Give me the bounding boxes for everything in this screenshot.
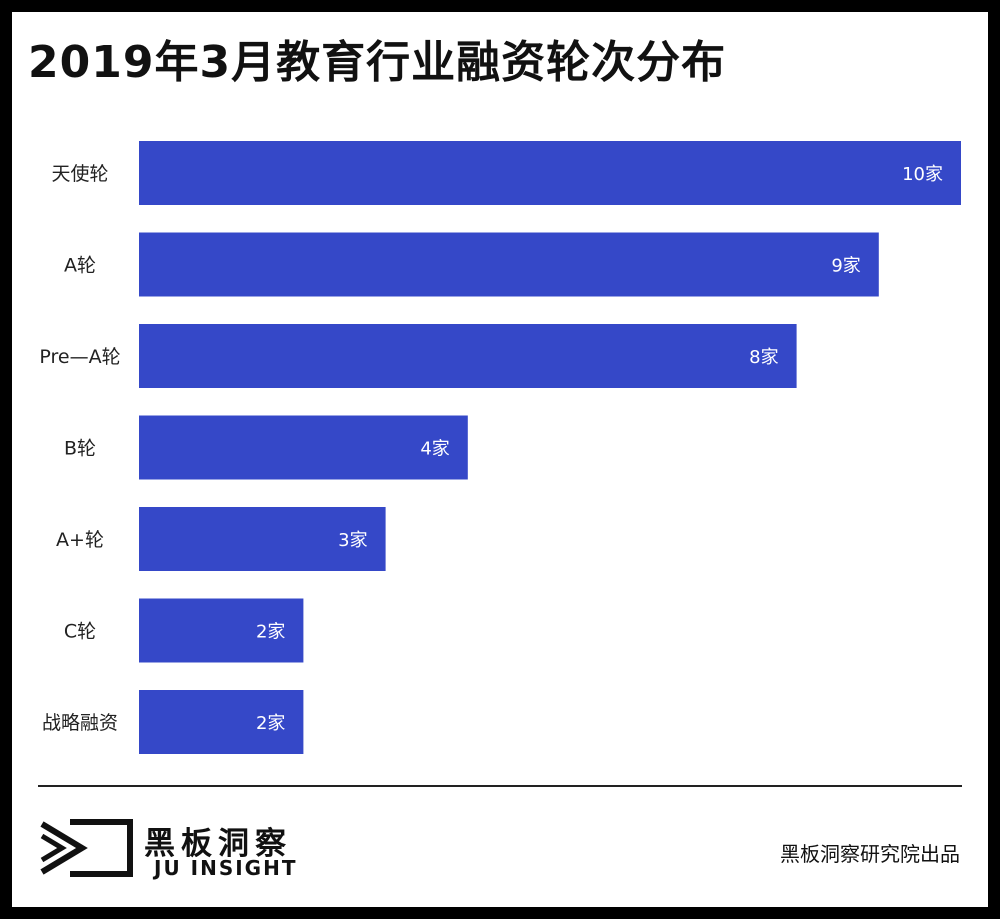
category-label: A+轮 — [56, 529, 104, 551]
bar-value-label: 2家 — [256, 622, 285, 643]
bar-value-label: 3家 — [338, 530, 367, 551]
bar — [139, 324, 797, 388]
category-label: B轮 — [64, 438, 96, 460]
bar — [139, 690, 304, 754]
bar-value-label: 8家 — [749, 347, 778, 368]
bar — [139, 415, 468, 480]
bar — [139, 598, 304, 663]
bar-value-label: 4家 — [420, 439, 449, 460]
brand-name-en: JU INSIGHT — [154, 856, 298, 880]
bar-value-label: 9家 — [831, 256, 860, 277]
footer-divider — [38, 785, 962, 787]
category-label: 天使轮 — [51, 163, 108, 185]
bar — [139, 141, 961, 205]
eye-play-logo-icon — [38, 818, 133, 878]
bar — [139, 507, 386, 571]
credit-text: 黑板洞察研究院出品 — [780, 842, 960, 866]
bar-value-label: 10家 — [902, 164, 943, 185]
bar — [139, 232, 879, 297]
category-label: C轮 — [64, 621, 96, 643]
category-label: 战略融资 — [42, 712, 118, 734]
category-label: A轮 — [64, 255, 96, 277]
category-label: Pre—A轮 — [39, 346, 120, 368]
brand-name-cn: 黑板洞察 — [144, 826, 292, 862]
page-title: 2019年3月教育行业融资轮次分布 — [28, 37, 727, 88]
bar-value-label: 2家 — [256, 713, 285, 734]
